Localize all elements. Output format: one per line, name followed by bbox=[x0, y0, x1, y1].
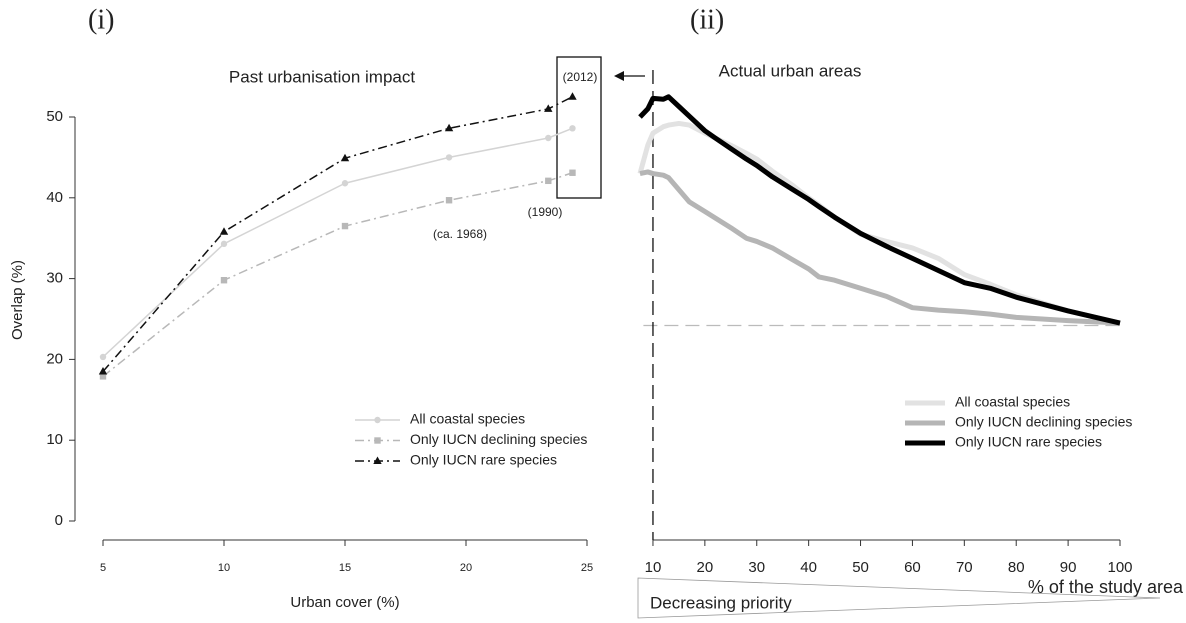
marker bbox=[374, 437, 381, 444]
highlight-box bbox=[556, 56, 602, 199]
marker bbox=[340, 153, 350, 162]
series-line bbox=[102, 96, 573, 373]
marker bbox=[374, 416, 381, 424]
marker bbox=[341, 180, 349, 187]
x-axis-label: % of the study area bbox=[1028, 577, 1184, 597]
marker bbox=[373, 456, 382, 464]
legend-label: Only IUCN rare species bbox=[955, 434, 1102, 450]
y-tick-label: 30 bbox=[46, 270, 63, 287]
marker bbox=[569, 125, 576, 132]
marker bbox=[544, 104, 553, 112]
legend-label: All coastal species bbox=[955, 394, 1070, 410]
x-tick-label: 10 bbox=[218, 562, 230, 574]
marker bbox=[341, 222, 349, 230]
x-tick-label: 90 bbox=[1060, 559, 1077, 576]
marker bbox=[444, 123, 454, 132]
x-tick-label: 80 bbox=[1008, 559, 1025, 576]
priority-wedge bbox=[637, 577, 1161, 619]
y-tick-label: 50 bbox=[46, 108, 63, 125]
marker bbox=[545, 177, 552, 185]
marker bbox=[545, 134, 552, 142]
series-line bbox=[102, 172, 573, 377]
x-tick-label: 30 bbox=[748, 559, 765, 576]
annotation: Decreasing priority bbox=[650, 593, 792, 612]
y-axis-label: Overlap (%) bbox=[9, 260, 26, 340]
legend-label: Only IUCN declining species bbox=[955, 414, 1132, 430]
annotation: (ca. 1968) bbox=[433, 227, 487, 241]
x-tick-label: 60 bbox=[904, 559, 921, 576]
marker bbox=[568, 92, 577, 100]
y-tick-label: 20 bbox=[46, 350, 63, 367]
marker bbox=[220, 240, 228, 248]
panel-label: (ii) bbox=[690, 4, 724, 35]
series-line bbox=[639, 169, 1121, 326]
x-tick-label: 40 bbox=[800, 559, 817, 576]
legend-label: Only IUCN declining species bbox=[410, 431, 587, 447]
y-tick-label: 40 bbox=[46, 189, 63, 206]
series-line bbox=[102, 127, 573, 358]
x-tick-label: 100 bbox=[1107, 559, 1132, 576]
marker bbox=[99, 353, 107, 361]
x-tick-label: 20 bbox=[460, 562, 472, 574]
x-tick-label: 50 bbox=[852, 559, 869, 576]
marker bbox=[445, 197, 453, 204]
series-line bbox=[637, 120, 1121, 326]
chart-title: Past urbanisation impact bbox=[229, 67, 415, 86]
series-line bbox=[638, 94, 1121, 326]
marker bbox=[445, 154, 453, 161]
annotation: (2012) bbox=[563, 70, 598, 84]
legend-label: All coastal species bbox=[410, 411, 525, 427]
x-tick-label: 15 bbox=[339, 562, 351, 574]
annotation: (1990) bbox=[528, 205, 563, 219]
panel-label: (i) bbox=[88, 4, 114, 35]
y-tick-label: 0 bbox=[55, 512, 63, 529]
marker bbox=[220, 277, 228, 284]
x-tick-label: 10 bbox=[645, 559, 662, 576]
chart-title: Actual urban areas bbox=[719, 61, 862, 80]
legend-label: Only IUCN rare species bbox=[410, 452, 557, 468]
marker bbox=[98, 367, 108, 375]
x-tick-label: 70 bbox=[956, 559, 973, 576]
x-tick-label: 5 bbox=[100, 562, 106, 574]
x-tick-label: 25 bbox=[581, 562, 593, 574]
x-tick-label: 20 bbox=[697, 559, 714, 576]
marker bbox=[99, 373, 107, 380]
x-axis-label: Urban cover (%) bbox=[290, 594, 399, 611]
y-tick-label: 10 bbox=[46, 431, 63, 448]
marker bbox=[569, 169, 576, 176]
arrow-head bbox=[614, 71, 624, 81]
marker bbox=[219, 227, 229, 235]
